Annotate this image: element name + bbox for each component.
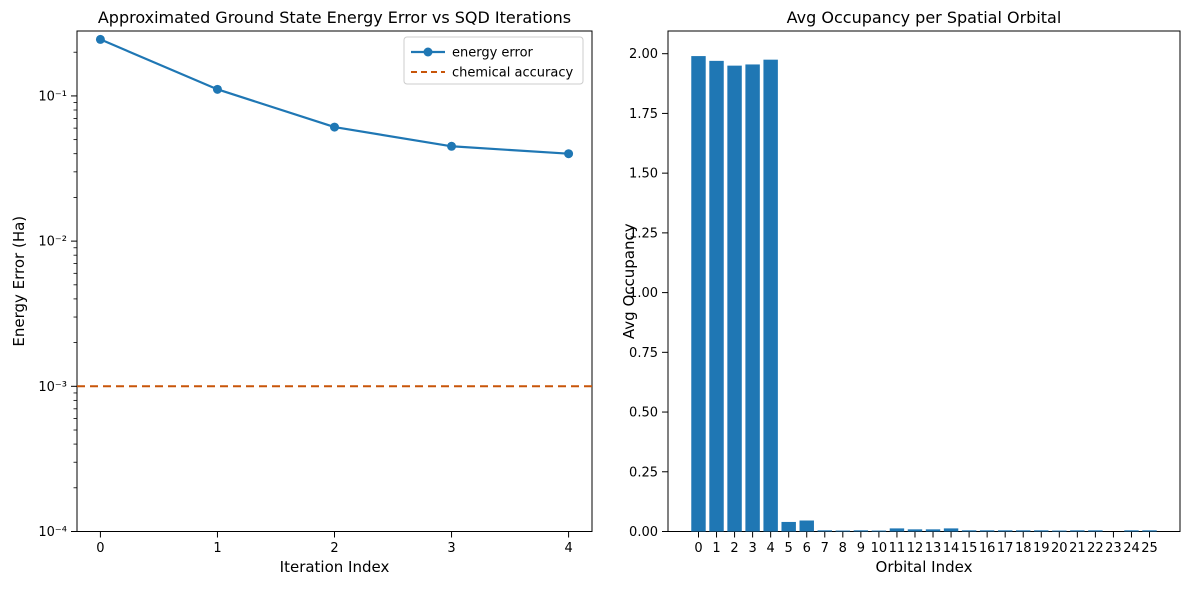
occupancy-plot-x-tick-label: 0 [694,541,702,556]
occupancy-plot-title: Avg Occupancy per Spatial Orbital [787,8,1062,27]
energy-error-point-2 [330,122,339,132]
energy-error-plot-x-tick-label: 2 [330,541,338,556]
occupancy-plot-x-tick-label: 7 [821,541,829,556]
orbital-bar-5 [781,521,796,532]
energy-error-plot-x-tick-label: 3 [447,541,455,556]
occupancy-plot-axes-frame [667,30,1181,532]
orbital-bar-6 [799,520,814,532]
legend-sample-marker [423,47,433,57]
occupancy-plot-x-tick-label: 15 [961,541,978,556]
orbital-bar-9 [853,530,869,532]
occupancy-plot-x-tick-label: 2 [730,541,738,556]
energy-error-plot-x-tick-label: 4 [564,541,572,556]
occupancy-plot-yaxis-label: Avg Occupancy [620,223,638,339]
occupancy-plot-y-tick-label: 0.50 [629,406,658,421]
energy-error-plot-y-tick-label: 10⁻¹ [38,89,67,104]
orbital-bar-11 [889,528,905,532]
occupancy-plot-x-tick-label: 17 [997,541,1014,556]
energy-error-point-1 [212,84,222,94]
occupancy-plot-x-tick-label: 16 [979,541,996,556]
energy-error-plot-x-tick-label: 0 [96,541,104,556]
orbital-bar-1 [709,60,724,532]
occupancy-plot-x-tick-label: 4 [767,541,775,556]
energy-error-plot-axes-frame [76,30,593,532]
occupancy-plot-x-tick-label: 8 [839,541,847,556]
occupancy-plot-y-tick-label: 0.75 [629,346,658,361]
orbital-bar-7 [817,530,832,532]
orbital-bar-20 [1052,530,1067,532]
occupancy-plot-y-tick-label: 1.50 [629,167,658,182]
occupancy-plot-x-tick-label: 20 [1051,541,1068,556]
occupancy-plot-x-tick-label: 5 [785,541,793,556]
energy-error-plot-y-tick-label: 10⁻² [38,235,67,250]
orbital-bar-24 [1124,530,1139,532]
orbital-bar-14 [943,528,959,532]
occupancy-plot-x-tick-label: 22 [1087,541,1104,556]
orbital-bar-22 [1088,530,1103,532]
energy-error-plot-xaxis-label: Iteration Index [280,558,390,576]
energy-error-plot-y-tick-label: 10⁻³ [38,380,67,395]
occupancy-plot-x-tick-label: 12 [907,541,924,556]
orbital-bar-13 [925,529,941,532]
orbital-bar-21 [1070,530,1085,532]
occupancy-plot-y-tick-label: 1.00 [629,286,658,301]
orbital-bar-12 [907,529,923,532]
occupancy-plot-x-tick-label: 3 [748,541,756,556]
legend-label-energy-error: energy error [452,46,534,61]
occupancy-plot-x-tick-label: 25 [1141,541,1158,556]
occupancy-plot-x-tick-label: 18 [1015,541,1032,556]
occupancy-plot-y-tick-label: 0.25 [629,465,658,480]
orbital-bar-8 [835,530,851,532]
energy-error-point-3 [447,141,457,151]
occupancy-plot-x-tick-label: 10 [871,541,888,556]
orbital-bar-3 [745,64,760,532]
energy-error-point-4 [564,149,574,159]
occupancy-plot-y-tick-label: 1.75 [629,107,658,122]
energy-error-plot-title: Approximated Ground State Energy Error v… [98,8,571,27]
energy-error-point-0 [95,34,105,44]
occupancy-plot-x-tick-label: 1 [712,541,720,556]
orbital-bar-18 [1016,530,1031,532]
orbital-bar-2 [727,65,742,532]
orbital-bar-19 [1034,530,1049,532]
energy-error-plot-y-tick-label: 10⁻⁴ [38,525,67,540]
orbital-bar-4 [763,59,778,532]
occupancy-plot-y-tick-label: 2.00 [629,47,658,62]
occupancy-plot-x-tick-label: 24 [1123,541,1140,556]
occupancy-plot-y-tick-label: 1.25 [629,226,658,241]
orbital-bar-0 [691,56,706,532]
legend-label-chemical-accuracy: chemical accuracy [452,66,573,81]
occupancy-plot-x-tick-label: 11 [889,541,906,556]
orbital-bar-10 [871,530,887,532]
occupancy-plot-x-tick-label: 23 [1105,541,1122,556]
orbital-bar-15 [961,530,977,532]
occupancy-plot-x-tick-label: 21 [1069,541,1086,556]
occupancy-plot-y-tick-label: 0.00 [629,525,658,540]
occupancy-plot-x-tick-label: 14 [943,541,960,556]
legend-frame [403,36,584,85]
orbital-bar-25 [1142,530,1157,532]
energy-error-plot-yaxis-label: Energy Error (Ha) [10,216,28,347]
energy-error-plot-x-tick-label: 1 [213,541,221,556]
occupancy-plot-x-tick-label: 9 [857,541,865,556]
occupancy-plot-xaxis-label: Orbital Index [876,558,973,576]
occupancy-plot-x-tick-label: 13 [925,541,942,556]
occupancy-plot-x-tick-label: 19 [1033,541,1050,556]
orbital-bar-17 [997,530,1013,532]
orbital-bar-16 [979,530,995,532]
occupancy-plot-x-tick-label: 6 [803,541,811,556]
